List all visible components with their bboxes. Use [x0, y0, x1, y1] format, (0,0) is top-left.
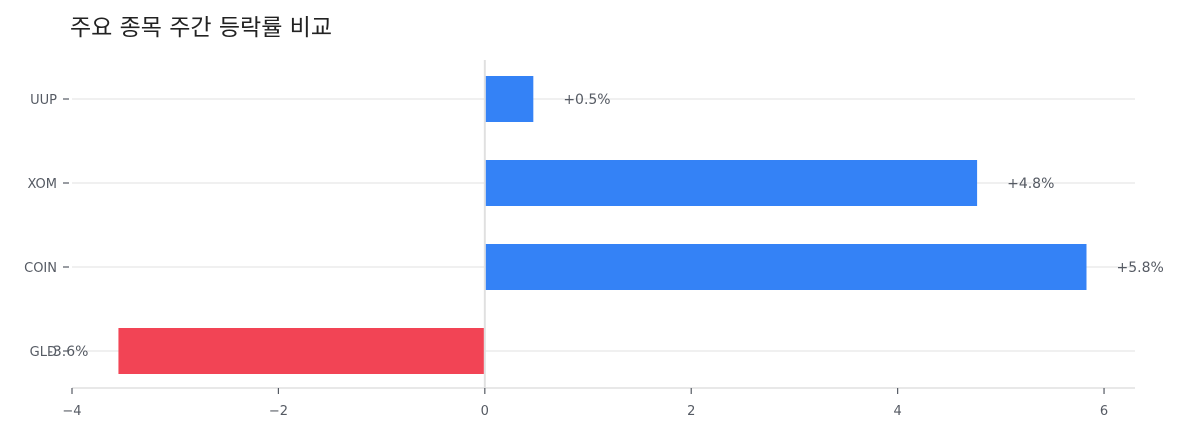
data-label: -3.6% — [48, 344, 89, 360]
y-tick-label: COIN — [24, 261, 57, 276]
x-tick-label: 0 — [481, 404, 489, 419]
x-tick-label: 6 — [1100, 404, 1108, 419]
y-tick-label: XOM — [27, 177, 57, 192]
x-tick-label: 4 — [893, 404, 901, 419]
data-label: +4.8% — [1007, 176, 1054, 192]
data-label: +5.8% — [1116, 260, 1163, 276]
bar-uup — [485, 76, 534, 122]
chart-title: 주요 종목 주간 등락률 비교 — [70, 15, 333, 41]
data-label: +0.5% — [563, 92, 610, 108]
bar-gld — [118, 328, 484, 374]
bar-coin — [485, 244, 1087, 290]
x-tick-label: 2 — [687, 404, 695, 419]
bar-xom — [485, 160, 978, 206]
x-tick-label: −2 — [269, 404, 288, 419]
y-tick-label: UUP — [30, 93, 57, 108]
x-tick-label: −4 — [62, 404, 81, 419]
y-tick-label: GLD — [30, 345, 57, 360]
